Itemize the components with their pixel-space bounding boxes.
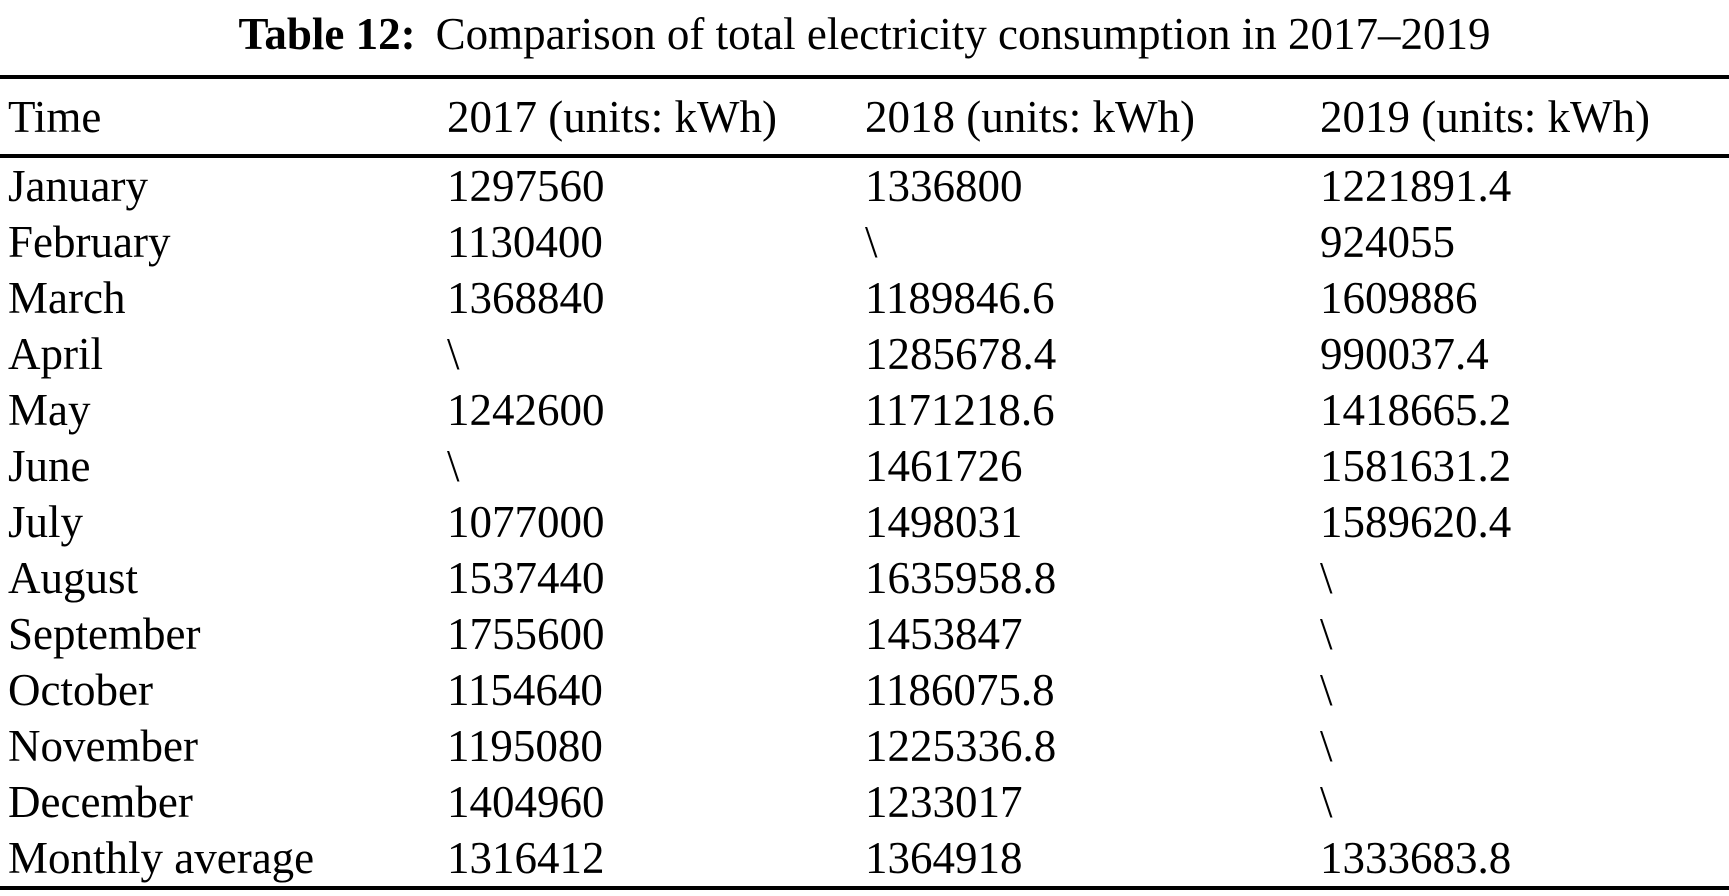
electricity-consumption-table: Time 2017 (units: kWh) 2018 (units: kWh)… <box>0 75 1729 890</box>
cell-2019: 1609886 <box>1320 273 1478 323</box>
cell-2019: 1221891.4 <box>1320 161 1512 211</box>
cell-2019: \ <box>1320 665 1333 715</box>
table-row-november: November 1195080 1225336.8 \ <box>0 718 1729 774</box>
cell-2018: 1285678.4 <box>865 329 1057 379</box>
table-row-december: December 1404960 1233017 \ <box>0 774 1729 830</box>
cell-2017: 1755600 <box>447 609 605 659</box>
cell-2017: 1077000 <box>447 497 605 547</box>
cell-time: September <box>8 609 201 659</box>
cell-2019: \ <box>1320 721 1333 771</box>
cell-time: May <box>8 385 91 435</box>
cell-2017: 1195080 <box>447 721 603 771</box>
cell-2019: 1581631.2 <box>1320 441 1512 491</box>
cell-time: June <box>8 441 91 491</box>
cell-time: April <box>8 329 103 379</box>
table-row-may: May 1242600 1171218.6 1418665.2 <box>0 382 1729 438</box>
cell-2018: 1453847 <box>865 609 1023 659</box>
table-caption-label: Table 12: <box>238 9 416 59</box>
cell-time: August <box>8 553 139 603</box>
cell-2018: 1498031 <box>865 497 1023 547</box>
column-header-2017: 2017 (units: kWh) <box>447 77 865 158</box>
cell-time: March <box>8 273 126 323</box>
cell-2017: \ <box>447 329 460 379</box>
cell-2019: 990037.4 <box>1320 329 1489 379</box>
cell-time: February <box>8 217 171 267</box>
cell-2019: 1589620.4 <box>1320 497 1512 547</box>
cell-2017: 1404960 <box>447 777 605 827</box>
table-row-september: September 1755600 1453847 \ <box>0 606 1729 662</box>
cell-2017: 1130400 <box>447 217 603 267</box>
cell-time: July <box>8 497 84 547</box>
cell-2018: 1225336.8 <box>865 721 1057 771</box>
cell-2017: \ <box>447 441 460 491</box>
column-header-2018: 2018 (units: kWh) <box>865 77 1320 158</box>
cell-time: December <box>8 777 193 827</box>
cell-2018: 1336800 <box>865 161 1023 211</box>
column-header-2019: 2019 (units: kWh) <box>1320 77 1729 158</box>
cell-2018: \ <box>865 217 878 267</box>
cell-2019: 1333683.8 <box>1320 833 1512 883</box>
table-row-march: March 1368840 1189846.6 1609886 <box>0 270 1729 326</box>
cell-2018: 1461726 <box>865 441 1023 491</box>
table-row-monthly-average: Monthly average 1316412 1364918 1333683.… <box>0 830 1729 888</box>
table-caption-text: Comparison of total electricity consumpt… <box>435 9 1491 59</box>
column-header-time: Time <box>0 77 447 158</box>
cell-2019: \ <box>1320 609 1333 659</box>
cell-2018: 1233017 <box>865 777 1023 827</box>
cell-2017: 1242600 <box>447 385 605 435</box>
cell-2018: 1189846.6 <box>865 273 1055 323</box>
cell-2019: 924055 <box>1320 217 1455 267</box>
cell-2017: 1537440 <box>447 553 605 603</box>
table-body: January 1297560 1336800 1221891.4 Februa… <box>0 156 1729 888</box>
table-row-june: June \ 1461726 1581631.2 <box>0 438 1729 494</box>
cell-2018: 1635958.8 <box>865 553 1057 603</box>
cell-2019: \ <box>1320 553 1333 603</box>
cell-2018: 1171218.6 <box>865 385 1055 435</box>
cell-2019: \ <box>1320 777 1333 827</box>
table-row-january: January 1297560 1336800 1221891.4 <box>0 156 1729 214</box>
cell-time: January <box>8 161 148 211</box>
table-caption: Table 12: Comparison of total electricity… <box>0 0 1729 75</box>
table-header: Time 2017 (units: kWh) 2018 (units: kWh)… <box>0 77 1729 158</box>
cell-2019: 1418665.2 <box>1320 385 1512 435</box>
table-row-april: April \ 1285678.4 990037.4 <box>0 326 1729 382</box>
cell-2017: 1297560 <box>447 161 605 211</box>
table-header-row: Time 2017 (units: kWh) 2018 (units: kWh)… <box>0 77 1729 158</box>
cell-2017: 1316412 <box>447 833 605 883</box>
cell-2018: 1186075.8 <box>865 665 1055 715</box>
table-row-july: July 1077000 1498031 1589620.4 <box>0 494 1729 550</box>
cell-time: Monthly average <box>8 833 315 883</box>
cell-time: November <box>8 721 198 771</box>
cell-2017: 1154640 <box>447 665 603 715</box>
table-row-february: February 1130400 \ 924055 <box>0 214 1729 270</box>
cell-2017: 1368840 <box>447 273 605 323</box>
cell-time: October <box>8 665 153 715</box>
table-row-october: October 1154640 1186075.8 \ <box>0 662 1729 718</box>
table-row-august: August 1537440 1635958.8 \ <box>0 550 1729 606</box>
cell-2018: 1364918 <box>865 833 1023 883</box>
